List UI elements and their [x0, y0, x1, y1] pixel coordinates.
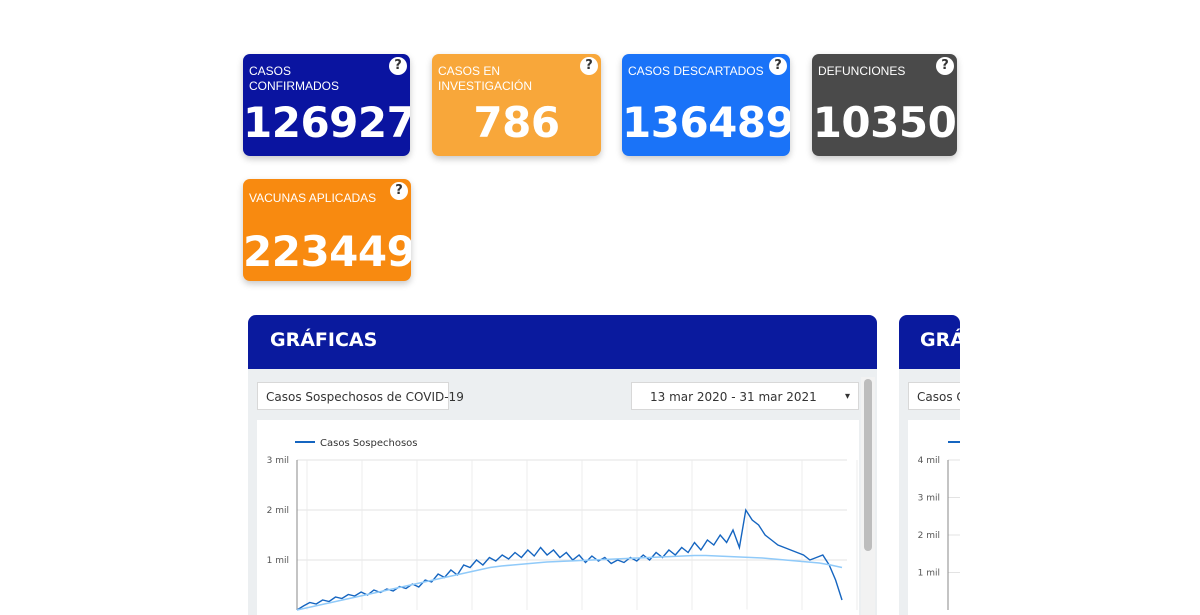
help-icon[interactable]: ?: [936, 57, 954, 75]
date-range-selector[interactable]: 13 mar 2020 - 31 mar 2021 ▾: [631, 382, 859, 410]
line-chart-svg: 1 mil 2 mil 3 mil 4 mil: [918, 441, 960, 610]
y-tick-label: 3 mil: [918, 494, 940, 504]
kpi-label: CASOS EN INVESTIGACIÓN: [438, 64, 533, 93]
kpi-label: CASOS DESCARTADOS: [628, 64, 764, 78]
help-icon[interactable]: ?: [390, 182, 408, 200]
kpi-card-investigacion: CASOS EN INVESTIGACIÓN ? 786: [432, 54, 601, 156]
kpi-value: 136489: [622, 98, 790, 147]
charts-panel: GRÁFICAS Casos Sospechosos de COVID-19 1…: [248, 315, 877, 615]
kpi-card-vacunas: VACUNAS APLICADAS ? 223449: [243, 179, 411, 281]
date-range-text: 13 mar 2020 - 31 mar 2021: [650, 390, 817, 404]
help-icon[interactable]: ?: [769, 57, 787, 75]
y-tick-label: 1 mil: [918, 569, 940, 579]
y-tick-label: 1 mil: [267, 556, 289, 566]
kpi-card-descartados: CASOS DESCARTADOS ? 136489: [622, 54, 790, 156]
kpi-card-confirmados: CASOS CONFIRMADOS ? 126927: [243, 54, 410, 156]
line-chart-svg: Casos Sospechosos 1 mil 2 mil 3 mil Google D…: [267, 438, 858, 615]
panel-title: GRÁ: [899, 315, 960, 369]
kpi-label: CASOS CONFIRMADOS: [249, 64, 339, 93]
y-tick-label: 2 mil: [918, 531, 940, 541]
charts-panel-secondary: GRÁ Casos C 1 mil 2 mil 3 mil 4 mil: [899, 315, 960, 615]
kpi-value: 10350: [812, 98, 957, 147]
chevron-down-icon: ▾: [844, 391, 850, 402]
y-tick-label: 3 mil: [267, 456, 289, 466]
help-icon[interactable]: ?: [389, 57, 407, 75]
kpi-value: 223449: [243, 227, 411, 276]
kpi-card-defunciones: DEFUNCIONES ? 10350: [812, 54, 957, 156]
kpi-value: 786: [473, 98, 560, 147]
kpi-label: VACUNAS APLICADAS: [249, 191, 377, 205]
metric-filter[interactable]: Casos Sospechosos de COVID-19: [257, 382, 464, 410]
google-data-studio-watermark: Google Data Studio: [725, 605, 842, 615]
panel-title: GRÁFICAS: [248, 315, 877, 369]
scrollbar[interactable]: [861, 377, 875, 615]
help-icon[interactable]: ?: [580, 57, 598, 75]
y-tick-label: 4 mil: [918, 456, 940, 466]
kpi-value: 126927: [243, 98, 410, 147]
trend-line: [296, 554, 843, 611]
scrollbar-thumb[interactable]: [864, 379, 872, 551]
line-chart: 1 mil 2 mil 3 mil 4 mil: [908, 420, 960, 615]
y-tick-label: 2 mil: [267, 506, 289, 516]
kpi-label: DEFUNCIONES: [818, 64, 906, 78]
legend-label: Casos Sospechosos: [320, 438, 418, 449]
line-chart: Casos Sospechosos 1 mil 2 mil 3 mil Google D…: [257, 420, 859, 615]
metric-filter[interactable]: Casos C: [908, 382, 960, 410]
